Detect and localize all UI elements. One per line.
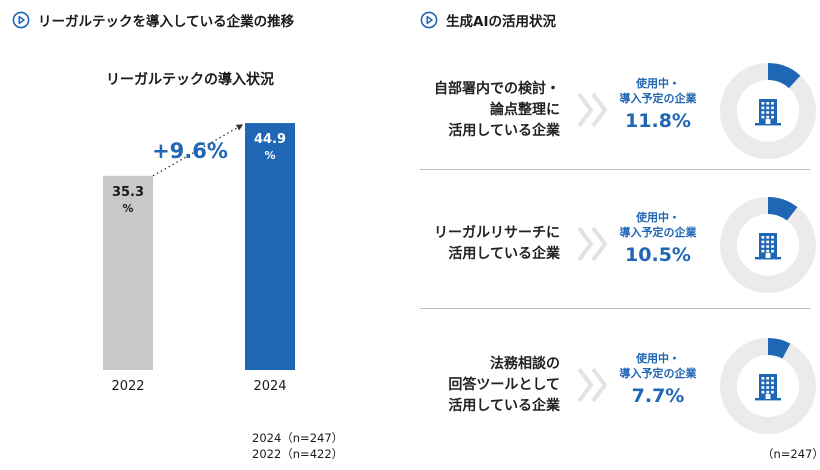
usage-label: 自部署内での検討・論点整理に活用している企業 xyxy=(434,50,560,170)
usage-donut-chart xyxy=(720,197,816,293)
left-section-title: リーガルテックを導入している企業の推移 xyxy=(12,10,294,30)
play-circle-icon xyxy=(12,11,30,29)
difference-label: +9.6% xyxy=(152,139,228,163)
bar-2022 xyxy=(103,175,153,370)
row-divider xyxy=(420,169,810,170)
value-caption-line: 使用中・ xyxy=(636,77,680,90)
x-tick-label: 2024 xyxy=(253,379,286,394)
x-tick-label: 2022 xyxy=(111,379,144,394)
usage-label-line: 活用している企業 xyxy=(448,246,560,262)
usage-percentage: 11.8% xyxy=(625,110,691,132)
value-caption-line: 導入予定の企業 xyxy=(619,92,697,105)
double-chevron-icon xyxy=(577,226,608,262)
left-section-title-text: リーガルテックを導入している企業の推移 xyxy=(38,14,295,30)
usage-label-line: 活用している企業 xyxy=(448,122,560,139)
building-icon xyxy=(755,99,781,126)
genai-usage-row: 法務相談の回答ツールとして 活用している企業 使用中・導入予定の企業 7.7% xyxy=(420,325,816,445)
value-caption-line: 使用中・ xyxy=(636,352,680,365)
bar-value-unit: % xyxy=(122,202,133,215)
note-2024: 2024（n=247） xyxy=(252,431,344,445)
legaltech-bar-chart: リーガルテックの導入状況 35.3% 2022 44.9% 2024 +9.6% xyxy=(103,71,295,394)
right-section-title: 生成AIの活用状況 xyxy=(420,10,556,30)
usage-label-line: 回答ツールとして xyxy=(448,376,560,393)
bar-value-label: 44.9 xyxy=(254,132,286,147)
bar-2024 xyxy=(245,123,295,370)
usage-label: リーガルリサーチに活用している企業 xyxy=(434,184,560,304)
usage-value-box: 使用中・導入予定の企業 10.5% xyxy=(608,210,708,266)
usage-value-box: 使用中・導入予定の企業 11.8% xyxy=(608,76,708,132)
usage-label-line: 論点整理に xyxy=(490,101,560,118)
usage-percentage: 10.5% xyxy=(625,244,691,266)
usage-label-line: 活用している企業 xyxy=(448,397,560,414)
donut-slice xyxy=(768,197,798,221)
double-chevron-icon xyxy=(577,92,608,128)
usage-label-line: リーガルリサーチに xyxy=(434,225,560,241)
usage-label-line: 法務相談の xyxy=(490,355,560,372)
double-chevron-icon xyxy=(577,367,608,403)
usage-donut-chart xyxy=(720,63,816,159)
bar-value-label: 35.3 xyxy=(112,185,144,200)
right-section-title-text: 生成AIの活用状況 xyxy=(446,14,556,30)
play-circle-icon xyxy=(420,11,438,29)
value-caption-line: 導入予定の企業 xyxy=(619,226,697,239)
row-divider xyxy=(420,308,810,309)
usage-label: 法務相談の回答ツールとして 活用している企業 xyxy=(448,325,560,445)
donut-slice xyxy=(768,63,801,89)
building-icon xyxy=(755,233,781,260)
usage-donut-chart xyxy=(720,338,816,434)
sample-size-note-right: （n=247） xyxy=(762,447,820,461)
genai-usage-row: リーガルリサーチに活用している企業 使用中・導入予定の企業 10.5% xyxy=(420,184,816,304)
note-2022: 2022（n=422） xyxy=(252,447,344,461)
building-icon xyxy=(755,374,781,401)
donut-slice xyxy=(768,338,791,359)
value-caption-line: 使用中・ xyxy=(636,211,680,224)
usage-percentage: 7.7% xyxy=(631,385,685,407)
usage-label-line: 自部署内での検討・ xyxy=(434,80,560,97)
usage-value-box: 使用中・導入予定の企業 7.7% xyxy=(608,351,708,407)
bar-value-unit: % xyxy=(264,149,275,162)
genai-usage-row: 自部署内での検討・論点整理に活用している企業 使用中・導入予定の企業 11.8% xyxy=(420,50,816,170)
chart-title: リーガルテックの導入状況 xyxy=(106,71,274,88)
value-caption-line: 導入予定の企業 xyxy=(619,367,697,380)
sample-size-notes: 2024（n=247） 2022（n=422） xyxy=(252,430,343,462)
